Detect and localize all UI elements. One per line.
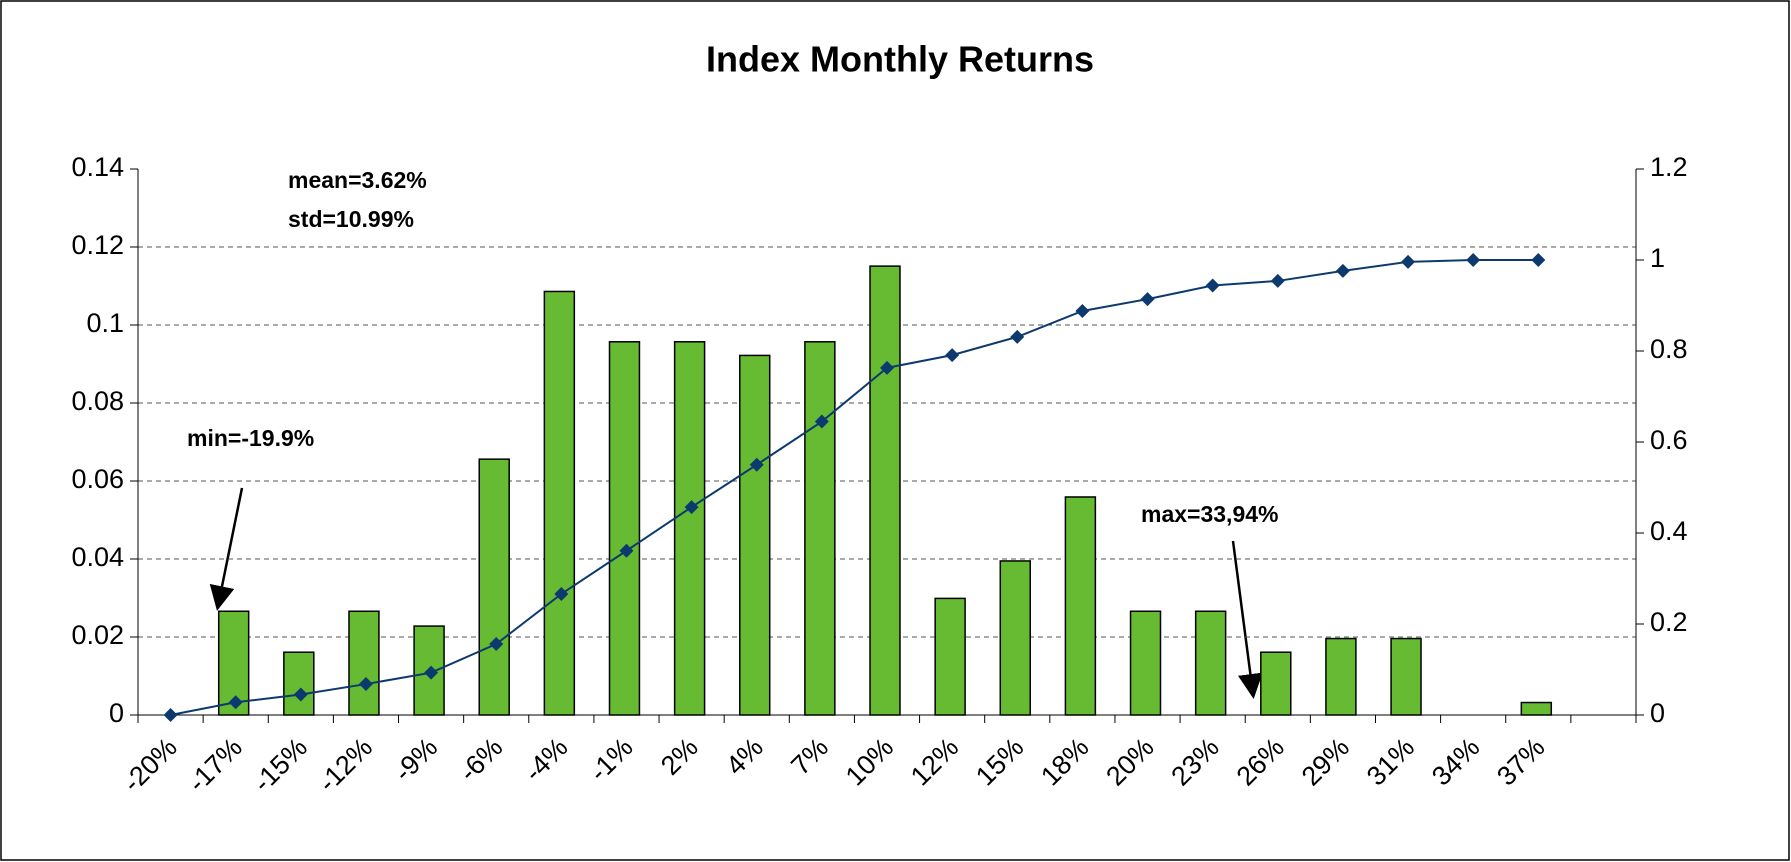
y2-tick-label: 0.6 — [1650, 425, 1688, 455]
bar — [543, 290, 576, 716]
line-marker — [1205, 278, 1220, 293]
line-marker — [358, 677, 373, 692]
chart-title: Index Monthly Returns — [706, 39, 1094, 80]
y-tick-label: 0.06 — [71, 464, 124, 494]
bar — [348, 610, 380, 716]
bar — [999, 560, 1031, 716]
line-marker — [1270, 273, 1285, 288]
line-marker — [619, 543, 634, 558]
bar — [478, 458, 510, 716]
y-tick-label: 0.04 — [71, 542, 124, 572]
bar — [1390, 637, 1422, 716]
line-marker — [880, 360, 894, 375]
arrow — [1231, 540, 1263, 699]
bar — [283, 651, 315, 716]
line-marker — [424, 665, 439, 680]
annotation: mean=3.62% — [288, 167, 427, 193]
y2-tick-label: 0 — [1650, 698, 1665, 728]
bar — [739, 354, 771, 716]
y2-tick-label: 1.2 — [1650, 152, 1688, 182]
line-marker — [945, 348, 960, 363]
line-marker — [749, 457, 764, 472]
line-marker — [1010, 329, 1025, 344]
y-tick-label: 0.1 — [86, 308, 124, 338]
bar — [804, 341, 836, 716]
line-marker — [1335, 263, 1350, 278]
y-tick-label: 0.12 — [71, 230, 124, 260]
bar — [608, 341, 641, 716]
y2-tick-label: 1 — [1650, 243, 1665, 273]
bar — [1325, 637, 1357, 716]
y-tick-label: 0.02 — [71, 620, 124, 650]
line-marker — [228, 695, 243, 710]
bar — [673, 341, 706, 716]
line-marker — [1531, 253, 1546, 267]
line-marker — [163, 708, 178, 722]
bar — [1194, 610, 1227, 716]
bar — [869, 265, 901, 716]
line-marker — [554, 586, 569, 601]
annotation: std=10.99% — [288, 206, 414, 232]
y-tick-label: 0 — [109, 698, 124, 728]
line-marker — [1140, 292, 1155, 307]
y-tick-label: 0.14 — [71, 152, 124, 182]
bar — [1064, 496, 1097, 716]
y-tick-label: 0.08 — [71, 386, 124, 416]
line-marker — [684, 500, 699, 515]
bar — [1520, 701, 1553, 716]
bar — [934, 597, 966, 716]
line-marker — [814, 414, 829, 429]
y2-tick-label: 0.4 — [1650, 516, 1688, 546]
bar — [1260, 651, 1292, 716]
annotation: min=-19.9% — [187, 425, 314, 451]
line-marker — [489, 637, 504, 652]
line-marker — [293, 687, 308, 702]
line-marker — [1075, 303, 1090, 318]
annotation: max=33,94% — [1141, 501, 1278, 527]
y2-tick-label: 0.8 — [1650, 334, 1688, 364]
line-marker — [1466, 253, 1481, 267]
bar — [1129, 610, 1162, 716]
line — [170, 259, 1539, 716]
line-marker — [1401, 254, 1416, 269]
y2-tick-label: 0.2 — [1650, 607, 1688, 637]
arrow — [209, 487, 244, 611]
